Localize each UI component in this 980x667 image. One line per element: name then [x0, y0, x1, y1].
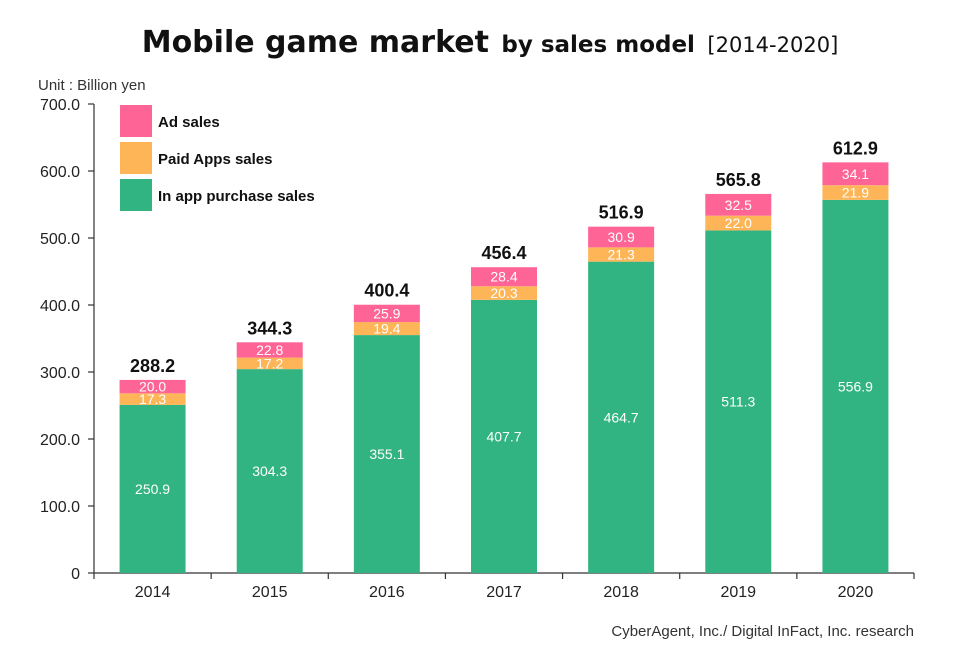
legend-label-inapp: In app purchase sales [158, 188, 315, 205]
y-tick-label: 200.0 [40, 432, 80, 449]
legend: Ad sales Paid Apps sales In app purchase s… [120, 105, 315, 211]
chart-title-sub: by sales model [501, 32, 695, 58]
bar-segment-ad [588, 226, 655, 248]
bar-stack-2015: 304.3 17.222.8 344.3 [236, 318, 303, 573]
bar-segment-inapp [119, 404, 186, 573]
bar-segment-paid [236, 357, 303, 370]
unit-label: Unit : Billion yen [38, 77, 146, 94]
y-tick-label: 300.0 [40, 365, 80, 382]
bar-segment-ad [353, 304, 420, 323]
bar-segment-ad [471, 267, 537, 287]
y-tick-label: 600.0 [40, 164, 80, 181]
bar-total-label: 288.2 [130, 356, 175, 376]
bar-segment-paid [705, 215, 772, 231]
bar-segment-inapp [471, 299, 537, 573]
x-tick-label: 2018 [603, 584, 639, 601]
bar-segment-ad [236, 342, 303, 358]
chart-title-main: Mobile game market [142, 25, 489, 60]
legend-swatch-ad [120, 105, 152, 137]
chart-title: Mobile game market by sales model [2014-… [142, 25, 839, 60]
bar-total-label: 565.8 [716, 170, 761, 190]
chart-title-years: [2014-2020] [707, 33, 838, 57]
bar-value-label-inapp: 511.3 [721, 394, 755, 410]
bar-stack-2020: 556.9 21.9 34.1 612.9 [822, 138, 889, 573]
source-note: CyberAgent, Inc./ Digital InFact, Inc. r… [611, 623, 914, 640]
bar-value-label-paid: 21.9 [842, 185, 869, 201]
bar-value-label-paid: 17.3 [139, 391, 166, 407]
bar-total-label: 344.3 [247, 318, 292, 338]
y-tick-label: 700.0 [40, 97, 80, 114]
bar-value-label-paid: 19.4 [373, 321, 400, 337]
bar-segment-inapp [822, 199, 889, 573]
bar-value-label-ad: 28.4 [490, 269, 517, 285]
bar-value-label-inapp: 355.1 [369, 446, 404, 462]
x-tick-label: 2016 [369, 584, 405, 601]
bar-segment-paid [471, 286, 537, 300]
bar-stack-2018: 464.7 21.3 30.9 516.9 [588, 203, 655, 573]
legend-label-ad: Ad sales [158, 114, 220, 131]
bar-segment-paid [353, 322, 420, 336]
bar-value-label-paid: 21.3 [608, 247, 635, 263]
bar-segment-paid [822, 185, 889, 200]
bar-value-label-ad: 25.9 [373, 305, 400, 321]
y-tick-label: 500.0 [40, 231, 80, 248]
bar-segment-ad [705, 193, 772, 216]
bar-value-label-paid: 22.0 [725, 215, 752, 231]
bar-value-label-paid: 17.2 [256, 355, 283, 371]
bar-value-label-inapp: 556.9 [838, 378, 873, 394]
bar-total-label: 612.9 [833, 138, 878, 158]
bar-segment-inapp [353, 335, 420, 573]
x-tick-label: 2015 [252, 584, 288, 601]
bar-value-label-ad: 30.9 [608, 229, 635, 245]
y-axis: 0 100.0 200.0 300.0 400.0 500.0 600.0 700.0 [40, 97, 95, 583]
legend-swatch-inapp [120, 179, 152, 211]
bar-total-label: 516.9 [599, 203, 644, 223]
bar-value-label-inapp: 304.3 [252, 463, 287, 479]
y-tick-label: 100.0 [40, 499, 80, 516]
bar-segment-paid [119, 393, 186, 405]
y-tick-label: 400.0 [40, 298, 80, 315]
bar-total-label: 456.4 [481, 243, 526, 263]
bar-segment-inapp [236, 369, 303, 573]
bars: 250.9 17.320.0 288.2 304.3 17.222.8 344.3 355.… [119, 138, 889, 573]
x-axis: 2014 2015 2016 2017 2018 2019 2020 [93, 572, 915, 601]
bar-segment-ad [119, 379, 186, 394]
x-tick-label: 2014 [135, 584, 171, 601]
bar-value-label-inapp: 407.7 [486, 428, 521, 444]
bar-segment-inapp [705, 230, 772, 573]
bar-value-label-ad: 32.5 [725, 197, 752, 213]
bar-segment-paid [588, 247, 655, 262]
bar-value-label-ad: 34.1 [842, 166, 869, 182]
x-tick-label: 2020 [838, 584, 874, 601]
bar-value-label-inapp: 250.9 [135, 481, 170, 497]
bar-stack-2019: 511.3 22.0 32.5 565.8 [705, 170, 772, 573]
x-tick-label: 2017 [486, 584, 522, 601]
bar-stack-2014: 250.9 17.320.0 288.2 [119, 356, 186, 573]
bar-total-label: 400.4 [364, 281, 409, 301]
bar-stack-2016: 355.1 19.425.9 400.4 [353, 281, 420, 573]
bar-value-label-ad: 20.0 [139, 379, 166, 395]
x-tick-label: 2019 [720, 584, 756, 601]
bar-segment-inapp [588, 261, 655, 573]
bar-value-label-paid: 20.3 [490, 285, 517, 301]
bar-value-label-inapp: 464.7 [604, 409, 639, 425]
legend-swatch-paid [120, 142, 152, 174]
legend-label-paid: Paid Apps sales [158, 151, 273, 168]
bar-value-label-ad: 22.8 [256, 342, 283, 358]
bar-stack-2017: 407.7 20.328.4 456.4 [471, 243, 537, 573]
y-tick-label: 0 [71, 566, 80, 583]
bar-segment-ad [822, 162, 889, 186]
